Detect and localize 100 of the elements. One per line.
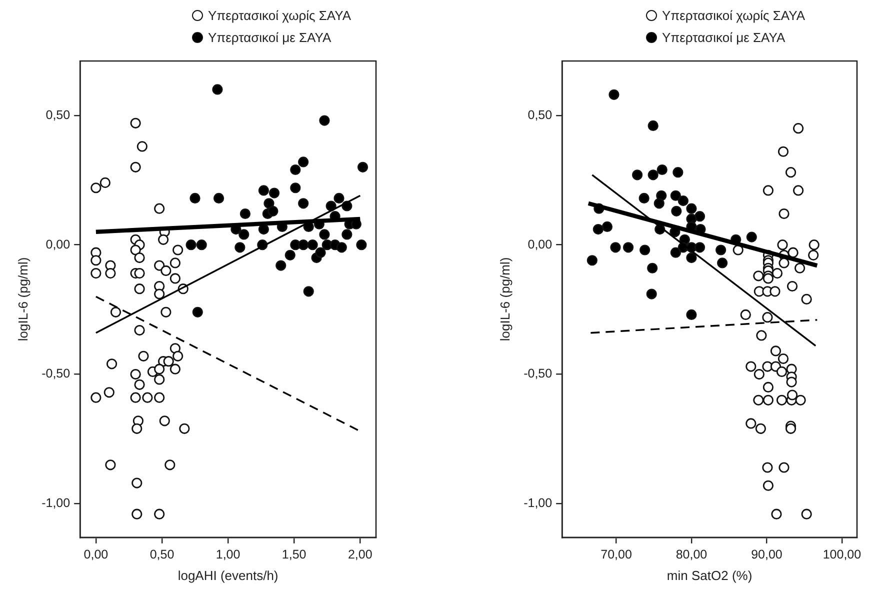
point	[732, 244, 744, 256]
y-tick-label: -0,50	[42, 366, 70, 381]
point	[130, 118, 141, 128]
point	[258, 185, 270, 196]
x-tick-label: 1,50	[282, 547, 306, 562]
point	[646, 288, 657, 300]
point	[610, 242, 621, 253]
point	[319, 115, 330, 126]
point	[276, 260, 286, 271]
point	[608, 89, 620, 100]
point	[134, 284, 145, 294]
point	[264, 198, 274, 209]
point	[356, 240, 367, 250]
point	[776, 394, 788, 406]
point	[632, 170, 643, 180]
point	[694, 242, 706, 253]
point	[762, 394, 774, 406]
point	[755, 423, 766, 434]
point	[686, 203, 697, 214]
point	[179, 423, 190, 434]
point	[793, 123, 804, 134]
point	[268, 188, 280, 198]
point	[778, 146, 789, 157]
point	[671, 206, 682, 216]
x-tick-label: 90,00	[751, 547, 782, 562]
point	[788, 247, 798, 258]
point	[336, 242, 347, 253]
x-tick-label: 1,00	[216, 547, 240, 562]
point	[158, 234, 169, 245]
point	[163, 356, 174, 367]
point	[110, 306, 122, 318]
point	[778, 353, 789, 364]
point	[770, 346, 782, 356]
point	[90, 255, 102, 266]
point	[212, 84, 223, 95]
point	[654, 198, 664, 209]
point	[130, 368, 141, 380]
legend-label: Υπερτασικοί χωρίς ΣΑΥΑ	[662, 8, 805, 22]
point	[762, 462, 773, 473]
point	[746, 361, 756, 372]
point	[240, 208, 251, 220]
point	[793, 185, 804, 196]
point	[670, 190, 681, 201]
point	[638, 192, 650, 204]
point	[172, 244, 184, 256]
point	[640, 244, 650, 256]
x-tick-label: 70,00	[600, 547, 632, 562]
point	[716, 244, 726, 256]
point	[196, 240, 207, 250]
point	[754, 368, 764, 380]
point	[90, 182, 102, 194]
point	[192, 306, 203, 318]
point	[268, 206, 278, 216]
point	[694, 211, 706, 222]
point	[801, 508, 812, 520]
point	[154, 288, 165, 300]
point	[303, 286, 314, 297]
point	[622, 242, 634, 253]
x-tick-label: 0,00	[84, 547, 108, 562]
point	[132, 478, 142, 488]
point	[586, 255, 598, 266]
point	[134, 268, 145, 279]
point	[284, 250, 296, 260]
point	[290, 164, 301, 176]
point	[746, 232, 757, 242]
point	[134, 252, 145, 264]
x-tick-label: 100,00	[822, 547, 862, 562]
point	[154, 203, 165, 214]
point	[132, 423, 142, 434]
point	[186, 240, 196, 250]
point	[678, 196, 689, 206]
point	[647, 262, 658, 274]
x-tick-label: 0,50	[150, 547, 174, 562]
point	[672, 167, 684, 178]
point	[160, 306, 172, 318]
point	[808, 250, 819, 260]
point	[170, 343, 181, 354]
point	[154, 392, 165, 403]
point	[170, 273, 181, 284]
point	[190, 192, 200, 204]
point	[778, 258, 790, 268]
point	[746, 418, 756, 429]
y-axis-title: logIL-6 (pg/ml)	[497, 257, 512, 342]
point	[740, 309, 751, 320]
point	[357, 162, 368, 172]
point	[762, 273, 774, 284]
point	[170, 364, 181, 374]
point	[656, 164, 668, 176]
point	[104, 387, 114, 398]
point	[808, 240, 820, 250]
point	[160, 265, 172, 276]
point	[801, 294, 812, 304]
point	[138, 350, 149, 362]
point	[130, 162, 141, 172]
point	[298, 240, 309, 250]
x-tick-label: 2,00	[348, 547, 372, 562]
point	[762, 480, 774, 491]
point	[670, 247, 681, 258]
point	[315, 247, 326, 258]
point	[785, 167, 796, 178]
